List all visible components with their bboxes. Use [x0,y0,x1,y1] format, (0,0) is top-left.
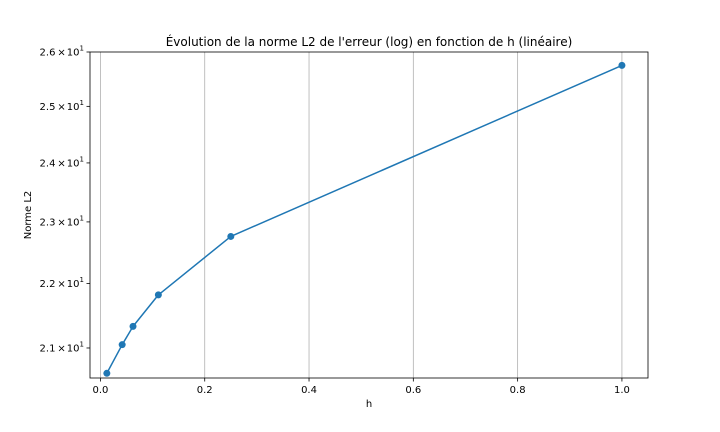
x-tick-label: 0.2 [197,385,213,396]
y-tick-label: 2.3 × 101 [40,214,84,228]
series-line [106,64,623,374]
plot-area-frame [89,51,649,379]
data-point [129,322,137,330]
data-point [103,369,111,377]
data-point [154,291,162,299]
chart-title: Évolution de la norme L2 de l'erreur (lo… [166,34,573,49]
x-tick-label: 0.0 [92,385,108,396]
y-axis: 2.1 × 101 2.2 × 101 2.3 × 101 2.4 × 101 2.5 … [40,45,90,354]
x-tick-label: 0.8 [510,385,526,396]
x-tick-label: 0.6 [405,385,421,396]
x-tick-label: 1.0 [614,385,630,396]
grid-lines [100,52,623,378]
y-tick-label: 2.2 × 101 [40,276,84,290]
y-axis-label: Norme L2 [23,191,34,240]
x-tick-label: 0.4 [301,385,317,396]
data-point [227,232,235,240]
data-series [103,61,626,377]
y-tick-label: 2.6 × 101 [40,45,84,59]
y-tick-label: 2.4 × 101 [40,155,84,169]
data-point [118,341,126,349]
y-tick-label: 2.1 × 101 [40,340,84,354]
x-axis: 0.0 0.2 0.4 0.6 0.8 1.0 [92,378,630,396]
data-point [618,61,626,69]
x-axis-label: h [366,399,372,410]
y-tick-label: 2.5 × 101 [40,99,84,113]
